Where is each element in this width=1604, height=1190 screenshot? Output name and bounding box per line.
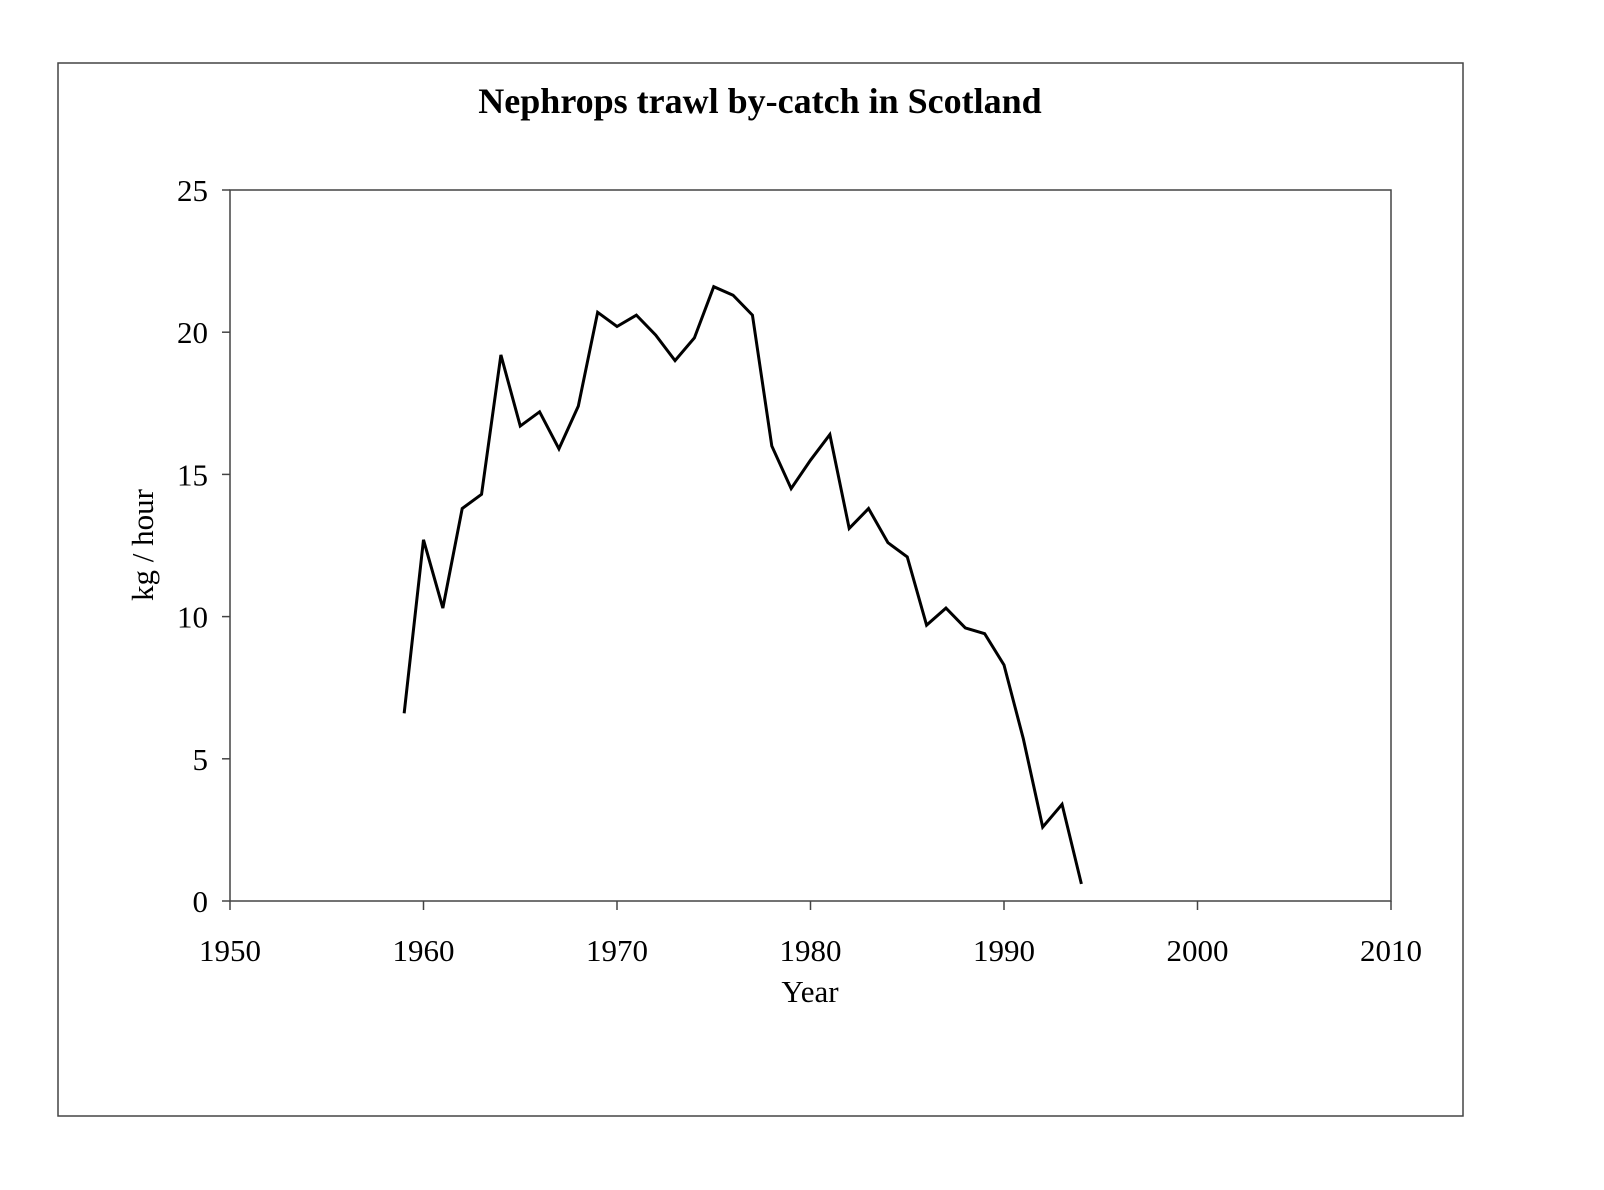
x-tick-label: 2000 xyxy=(1167,933,1229,968)
x-tick-label: 1960 xyxy=(393,933,455,968)
y-tick-label: 0 xyxy=(193,884,209,919)
x-tick-label: 1990 xyxy=(973,933,1035,968)
x-tick-label: 2010 xyxy=(1360,933,1422,968)
y-tick-label: 20 xyxy=(177,315,208,350)
x-tick-label: 1970 xyxy=(586,933,648,968)
y-tick-label: 15 xyxy=(177,457,208,492)
chart-title: Nephrops trawl by-catch in Scotland xyxy=(478,81,1041,121)
y-axis-label: kg / hour xyxy=(125,488,160,601)
y-tick-label: 5 xyxy=(193,742,209,777)
y-tick-label: 25 xyxy=(177,173,208,208)
x-axis-label: Year xyxy=(781,974,839,1009)
x-tick-label: 1950 xyxy=(199,933,261,968)
x-tick-label: 1980 xyxy=(780,933,842,968)
chart-frame xyxy=(57,62,1464,1117)
plot-area xyxy=(229,189,1392,902)
data-line xyxy=(402,284,1083,885)
y-tick-label: 10 xyxy=(177,600,208,635)
